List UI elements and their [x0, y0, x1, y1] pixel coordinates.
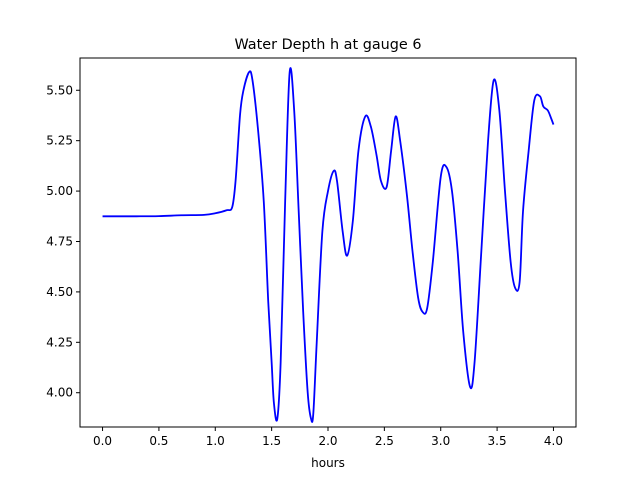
x-tick-label: 3.5 [488, 434, 507, 448]
x-tick-label: 0.5 [149, 434, 168, 448]
x-tick-label: 3.0 [431, 434, 450, 448]
y-tick-label: 5.50 [46, 83, 73, 97]
x-tick-label: 1.5 [262, 434, 281, 448]
y-tick-label: 4.50 [46, 285, 73, 299]
y-tick-label: 5.25 [46, 134, 73, 148]
y-tick-label: 4.25 [46, 335, 73, 349]
y-tick-label: 5.00 [46, 184, 73, 198]
x-axis-ticks: 0.0 0.5 1.0 1.5 2.0 2.5 3.0 3.5 4.0 [93, 427, 563, 448]
y-axis-ticks: 4.00 4.25 4.50 4.75 5.00 5.25 5.50 [46, 83, 80, 400]
x-tick-label: 2.0 [318, 434, 337, 448]
plot-area [102, 67, 555, 423]
x-tick-label: 1.0 [206, 434, 225, 448]
x-tick-label: 2.5 [375, 434, 394, 448]
series-line-0 [102, 67, 555, 423]
y-tick-label: 4.75 [46, 234, 73, 248]
chart-title: Water Depth h at gauge 6 [234, 37, 421, 53]
x-tick-label: 4.0 [544, 434, 563, 448]
y-tick-label: 4.00 [46, 386, 73, 400]
x-tick-label: 0.0 [93, 434, 112, 448]
x-axis-label: hours [311, 456, 345, 470]
